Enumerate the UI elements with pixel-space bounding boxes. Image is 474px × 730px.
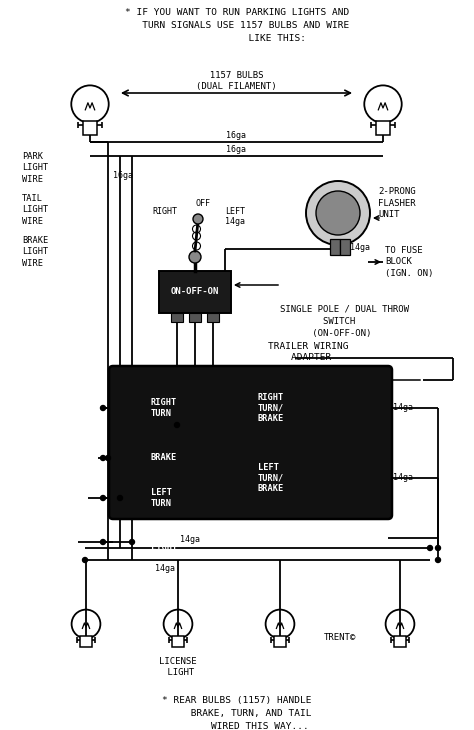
Text: TAIL
LIGHT: TAIL LIGHT <box>258 529 284 548</box>
Circle shape <box>174 423 180 428</box>
Circle shape <box>118 496 122 501</box>
Text: RIGHT
TURN: RIGHT TURN <box>151 399 177 418</box>
Text: 16ga: 16ga <box>227 131 246 140</box>
Text: TRENT©: TRENT© <box>324 632 356 642</box>
Bar <box>159 271 231 313</box>
Text: RIGHT
TURN/
BRAKE: RIGHT TURN/ BRAKE <box>258 393 284 423</box>
Text: 14ga: 14ga <box>155 564 175 573</box>
Text: LICENSE
 LIGHT: LICENSE LIGHT <box>159 657 197 677</box>
Circle shape <box>436 558 440 563</box>
Bar <box>173 637 183 648</box>
Text: 14ga: 14ga <box>350 243 370 252</box>
Circle shape <box>106 456 110 461</box>
Text: LEFT
TURN/
BRAKE: LEFT TURN/ BRAKE <box>258 463 284 493</box>
Circle shape <box>100 496 106 501</box>
Text: * IF YOU WANT TO RUN PARKING LIGHTS AND
   TURN SIGNALS USE 1157 BULBS AND WIRE
: * IF YOU WANT TO RUN PARKING LIGHTS AND … <box>125 8 349 42</box>
Bar <box>330 239 340 255</box>
Text: 14ga: 14ga <box>393 474 413 483</box>
Text: BRAKE: BRAKE <box>151 453 177 463</box>
Text: 2-PRONG
FLASHER
UNIT: 2-PRONG FLASHER UNIT <box>378 187 416 219</box>
Circle shape <box>189 251 201 263</box>
Text: 14ga: 14ga <box>393 404 413 412</box>
Circle shape <box>193 214 203 224</box>
Text: TO FUSE
BLOCK
(IGN. ON): TO FUSE BLOCK (IGN. ON) <box>385 246 433 278</box>
Circle shape <box>100 539 106 545</box>
Circle shape <box>82 558 88 563</box>
Text: TRAILER WIRING
    ADAPTER: TRAILER WIRING ADAPTER <box>268 342 348 362</box>
Text: ON-OFF-ON: ON-OFF-ON <box>171 288 219 296</box>
Text: 14ga: 14ga <box>225 218 245 226</box>
Text: RIGHT: RIGHT <box>153 207 177 215</box>
Bar <box>394 637 406 648</box>
Text: OFF: OFF <box>195 199 210 207</box>
Text: 1157 BULBS  
(DUAL FILAMENT): 1157 BULBS (DUAL FILAMENT) <box>196 71 277 91</box>
Text: BRAKE
LIGHT
WIRE: BRAKE LIGHT WIRE <box>22 236 48 268</box>
Bar <box>171 313 183 322</box>
FancyBboxPatch shape <box>109 366 392 519</box>
Text: 16ga: 16ga <box>113 171 133 180</box>
Bar <box>83 121 97 135</box>
Circle shape <box>100 405 106 410</box>
Text: PARK
LIGHT
WIRE: PARK LIGHT WIRE <box>22 152 48 184</box>
Circle shape <box>436 545 440 550</box>
Text: SINGLE POLE / DUAL THROW
        SWITCH
      (ON-OFF-ON): SINGLE POLE / DUAL THROW SWITCH (ON-OFF-… <box>280 305 409 338</box>
Circle shape <box>129 539 135 545</box>
Bar <box>81 637 91 648</box>
Bar <box>274 637 286 648</box>
Text: 16ga: 16ga <box>227 145 246 154</box>
Circle shape <box>316 191 360 235</box>
Bar <box>376 121 390 135</box>
Text: TAIL
LIGHT
WIRE: TAIL LIGHT WIRE <box>22 194 48 226</box>
Text: TAIL
LIGHT: TAIL LIGHT <box>151 532 177 552</box>
Circle shape <box>100 456 106 461</box>
Bar <box>207 313 219 322</box>
Bar <box>340 239 350 255</box>
Bar <box>189 313 201 322</box>
Text: LEFT: LEFT <box>225 207 245 215</box>
Circle shape <box>428 545 432 550</box>
Text: 14ga: 14ga <box>180 535 200 544</box>
Text: * REAR BULBS (1157) HANDLE
     BRAKE, TURN, AND TAIL
        WIRED THIS WAY...: * REAR BULBS (1157) HANDLE BRAKE, TURN, … <box>162 696 312 730</box>
Text: LEFT
TURN: LEFT TURN <box>151 488 172 507</box>
Circle shape <box>306 181 370 245</box>
